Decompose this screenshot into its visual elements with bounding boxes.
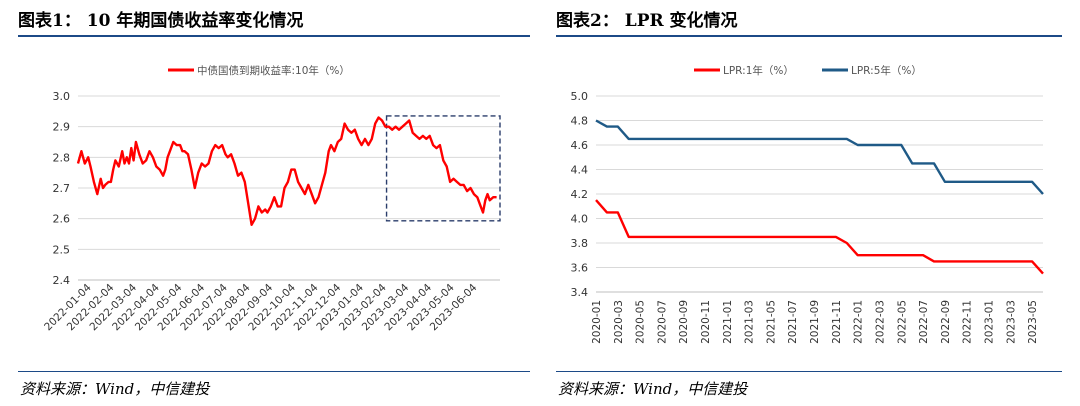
y-tick-label: 4.0 xyxy=(571,213,589,226)
y-tick-label: 2.7 xyxy=(53,182,71,195)
y-tick-label: 3.4 xyxy=(571,286,589,299)
chart-title: 图表1： 10 年期国债收益率变化情况 xyxy=(18,11,304,31)
series-line xyxy=(595,199,1044,275)
x-tick-label: 2020-03 xyxy=(613,300,625,344)
x-tick-label: 2022-11 xyxy=(962,300,974,344)
x-tick-label: 2021-11 xyxy=(831,300,843,344)
x-tick-label: 2022-05 xyxy=(896,300,908,344)
y-tick-label: 2.6 xyxy=(53,213,71,226)
legend-label: LPR:1年（%） xyxy=(723,64,794,77)
x-tick-label: 2021-05 xyxy=(765,300,777,344)
y-tick-label: 4.6 xyxy=(571,139,589,152)
chart-title: 图表2： LPR 变化情况 xyxy=(556,11,738,31)
x-tick-label: 2021-09 xyxy=(809,300,821,344)
x-tick-label: 2021-03 xyxy=(744,300,756,344)
y-tick-label: 4.2 xyxy=(571,188,589,201)
x-tick-label: 2021-01 xyxy=(722,300,734,344)
y-tick-label: 4.4 xyxy=(571,164,589,177)
chart-panel-bond-yield: 图表1： 10 年期国债收益率变化情况 3.0 2.9 2.8 2.7 2.6 2.5 2.… xyxy=(18,0,530,406)
x-tick-label: 2023-05 xyxy=(1027,300,1039,344)
x-tick-label: 2022-03 xyxy=(874,300,886,344)
chart-panel-lpr: 图表2： LPR 变化情况 5.0 4.8 4.6 4.4 4.2 4.0 3.8 3.6 3.… xyxy=(556,0,1062,406)
footer-rule xyxy=(18,371,530,372)
x-tick-label: 2020-01 xyxy=(591,300,603,344)
y-tick-label: 3.8 xyxy=(571,237,589,250)
x-tick-label: 2020-07 xyxy=(656,300,668,344)
x-tick-label: 2023-01 xyxy=(983,300,995,344)
series-line xyxy=(595,119,1044,195)
title-rule xyxy=(556,35,1062,37)
legend-label: 中债国债到期收益率:10年（%） xyxy=(197,64,350,77)
highlight-box xyxy=(385,115,501,222)
footer-rule xyxy=(556,371,1062,372)
y-tick-label: 2.5 xyxy=(53,243,71,256)
x-tick-label: 2022-07 xyxy=(918,300,930,344)
y-tick-label: 4.8 xyxy=(571,115,589,128)
y-tick-label: 2.8 xyxy=(53,151,71,164)
bond-yield-chart: 3.02.92.82.72.62.52.42022-01-042022-02-0… xyxy=(42,64,501,333)
x-tick-label: 2020-09 xyxy=(678,300,690,344)
legend-label: LPR:5年（%） xyxy=(851,64,922,77)
y-tick-label: 3.0 xyxy=(53,90,71,103)
x-tick-label: 2022-09 xyxy=(940,300,952,344)
x-tick-label: 2021-07 xyxy=(787,300,799,344)
y-tick-label: 2.9 xyxy=(53,121,71,134)
x-tick-label: 2020-05 xyxy=(635,300,647,344)
y-tick-label: 2.4 xyxy=(53,274,71,287)
source-note: 资料来源：Wind，中信建投 xyxy=(20,380,210,398)
series-line xyxy=(76,116,497,226)
y-tick-label: 3.6 xyxy=(571,262,589,275)
source-note: 资料来源：Wind，中信建投 xyxy=(558,380,748,398)
x-tick-label: 2023-03 xyxy=(1005,300,1017,344)
y-tick-label: 5.0 xyxy=(571,90,589,103)
title-rule xyxy=(18,35,530,37)
x-tick-label: 2022-01 xyxy=(853,300,865,344)
x-tick-label: 2020-11 xyxy=(700,300,712,344)
